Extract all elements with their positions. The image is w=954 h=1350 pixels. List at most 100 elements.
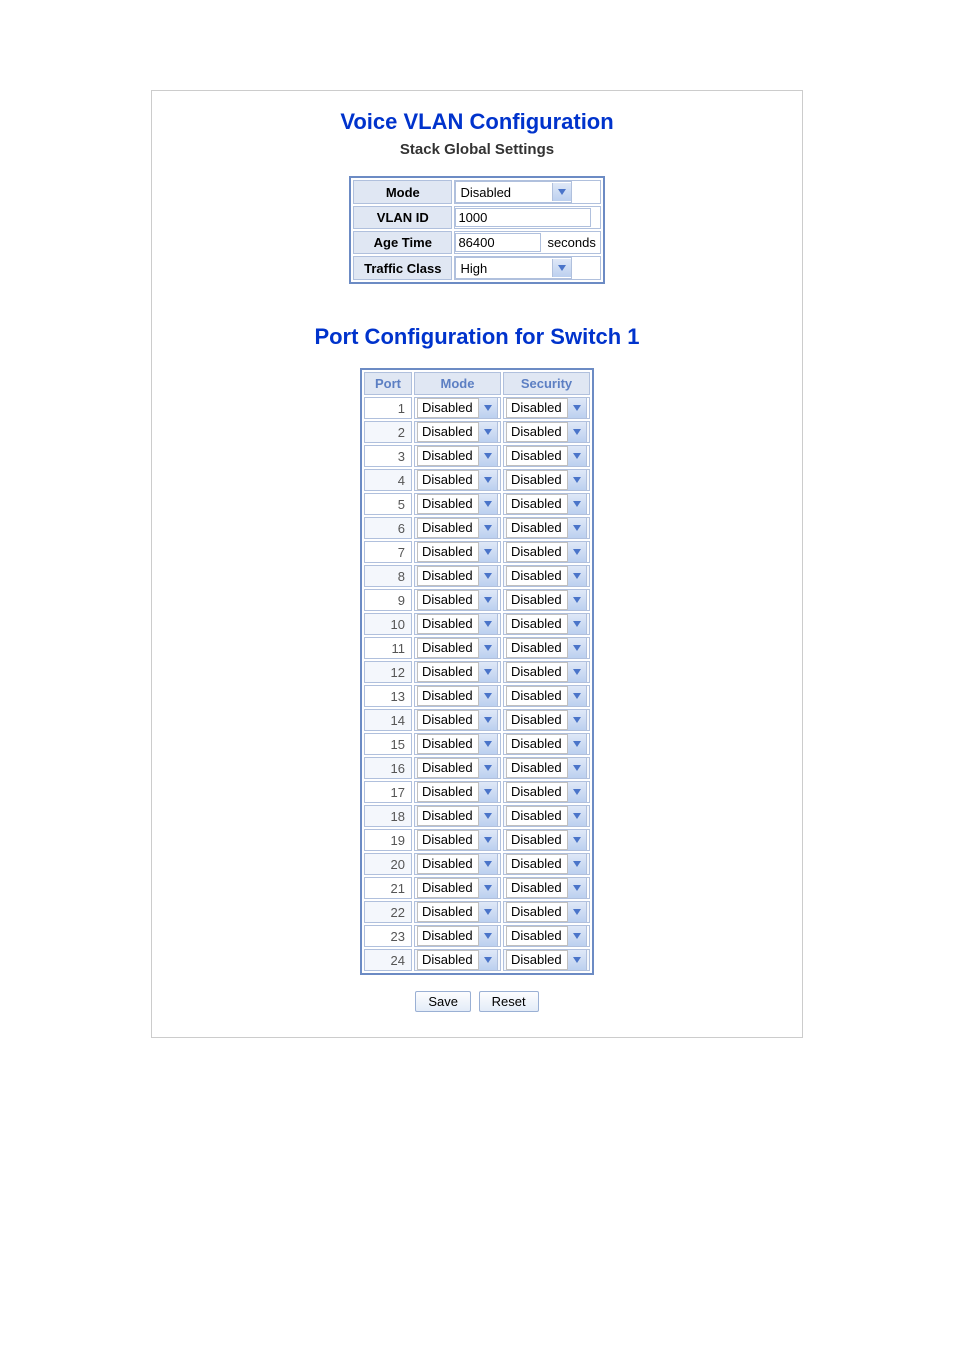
port-mode-select[interactable]: Disabled <box>417 398 498 418</box>
table-row: 22DisabledDisabled <box>364 901 590 923</box>
select-value: Disabled <box>417 542 479 562</box>
age-time-input[interactable] <box>455 233 541 252</box>
chevron-down-icon <box>568 445 587 467</box>
select-value: Disabled <box>506 758 568 778</box>
port-security-cell: Disabled <box>503 685 590 707</box>
port-mode-select[interactable]: Disabled <box>417 470 498 490</box>
port-security-select[interactable]: Disabled <box>506 398 587 418</box>
select-value: Disabled <box>417 902 479 922</box>
port-security-select[interactable]: Disabled <box>506 422 587 442</box>
port-mode-select[interactable]: Disabled <box>417 902 498 922</box>
port-security-select[interactable]: Disabled <box>506 854 587 874</box>
port-security-select[interactable]: Disabled <box>506 926 587 946</box>
port-mode-select[interactable]: Disabled <box>417 782 498 802</box>
port-mode-select[interactable]: Disabled <box>417 566 498 586</box>
chevron-down-icon <box>568 685 587 707</box>
select-value: Disabled <box>417 830 479 850</box>
port-mode-select[interactable]: Disabled <box>417 446 498 466</box>
select-value: Disabled <box>417 422 479 442</box>
port-security-select[interactable]: Disabled <box>506 638 587 658</box>
port-security-cell: Disabled <box>503 709 590 731</box>
port-security-select[interactable]: Disabled <box>506 734 587 754</box>
port-security-select[interactable]: Disabled <box>506 830 587 850</box>
port-number: 21 <box>364 877 412 899</box>
chevron-down-icon <box>479 613 498 635</box>
traffic-class-select[interactable]: High <box>455 257 572 279</box>
chevron-down-icon <box>479 685 498 707</box>
table-row: 19DisabledDisabled <box>364 829 590 851</box>
chevron-down-icon <box>568 901 587 923</box>
port-number: 14 <box>364 709 412 731</box>
port-mode-select[interactable]: Disabled <box>417 614 498 634</box>
port-security-select[interactable]: Disabled <box>506 950 587 970</box>
chevron-down-icon <box>479 901 498 923</box>
port-mode-select[interactable]: Disabled <box>417 854 498 874</box>
port-mode-select[interactable]: Disabled <box>417 686 498 706</box>
port-mode-select[interactable]: Disabled <box>417 542 498 562</box>
port-mode-select[interactable]: Disabled <box>417 878 498 898</box>
port-number: 11 <box>364 637 412 659</box>
chevron-down-icon <box>479 853 498 875</box>
port-mode-select[interactable]: Disabled <box>417 422 498 442</box>
table-row: 10DisabledDisabled <box>364 613 590 635</box>
chevron-down-icon <box>479 877 498 899</box>
select-value: Disabled <box>506 710 568 730</box>
port-security-select[interactable]: Disabled <box>506 806 587 826</box>
port-security-cell: Disabled <box>503 925 590 947</box>
chevron-down-icon <box>568 421 587 443</box>
table-row: 15DisabledDisabled <box>364 733 590 755</box>
port-security-select[interactable]: Disabled <box>506 614 587 634</box>
select-value: Disabled <box>506 950 568 970</box>
port-mode-cell: Disabled <box>414 829 501 851</box>
vlan-id-input[interactable] <box>455 208 591 227</box>
table-row: 12DisabledDisabled <box>364 661 590 683</box>
port-mode-select[interactable]: Disabled <box>417 662 498 682</box>
global-setting-value-cell: seconds <box>454 231 600 254</box>
port-mode-select[interactable]: Disabled <box>417 710 498 730</box>
port-security-select[interactable]: Disabled <box>506 470 587 490</box>
chevron-down-icon <box>568 709 587 731</box>
reset-button[interactable]: Reset <box>479 991 539 1012</box>
select-value: Disabled <box>506 782 568 802</box>
select-value: Disabled <box>417 518 479 538</box>
port-security-select[interactable]: Disabled <box>506 902 587 922</box>
save-button[interactable]: Save <box>415 991 471 1012</box>
port-mode-select[interactable]: Disabled <box>417 830 498 850</box>
port-mode-select[interactable]: Disabled <box>417 926 498 946</box>
chevron-down-icon <box>479 949 498 971</box>
select-value: Disabled <box>417 854 479 874</box>
chevron-down-icon <box>479 493 498 515</box>
port-mode-select[interactable]: Disabled <box>417 638 498 658</box>
port-security-select[interactable]: Disabled <box>506 710 587 730</box>
port-mode-select[interactable]: Disabled <box>417 494 498 514</box>
port-mode-select[interactable]: Disabled <box>417 734 498 754</box>
port-security-select[interactable]: Disabled <box>506 590 587 610</box>
port-security-cell: Disabled <box>503 397 590 419</box>
table-row: 7DisabledDisabled <box>364 541 590 563</box>
port-security-select[interactable]: Disabled <box>506 662 587 682</box>
port-security-select[interactable]: Disabled <box>506 494 587 514</box>
port-security-select[interactable]: Disabled <box>506 518 587 538</box>
select-value: Disabled <box>506 686 568 706</box>
port-config-title: Port Configuration for Switch 1 <box>152 324 802 350</box>
port-number: 1 <box>364 397 412 419</box>
port-security-select[interactable]: Disabled <box>506 686 587 706</box>
port-mode-select[interactable]: Disabled <box>417 758 498 778</box>
config-panel: Voice VLAN Configuration Stack Global Se… <box>151 90 803 1038</box>
port-mode-select[interactable]: Disabled <box>417 518 498 538</box>
port-security-select[interactable]: Disabled <box>506 758 587 778</box>
port-security-select[interactable]: Disabled <box>506 542 587 562</box>
port-security-select[interactable]: Disabled <box>506 878 587 898</box>
port-mode-cell: Disabled <box>414 853 501 875</box>
port-security-select[interactable]: Disabled <box>506 782 587 802</box>
global-setting-value-cell <box>454 206 600 229</box>
mode-select[interactable]: Disabled <box>455 181 572 203</box>
port-security-select[interactable]: Disabled <box>506 566 587 586</box>
port-mode-select[interactable]: Disabled <box>417 806 498 826</box>
port-mode-cell: Disabled <box>414 397 501 419</box>
port-mode-select[interactable]: Disabled <box>417 590 498 610</box>
port-mode-select[interactable]: Disabled <box>417 950 498 970</box>
chevron-down-icon <box>568 493 587 515</box>
global-setting-label: Traffic Class <box>353 256 452 280</box>
port-security-select[interactable]: Disabled <box>506 446 587 466</box>
